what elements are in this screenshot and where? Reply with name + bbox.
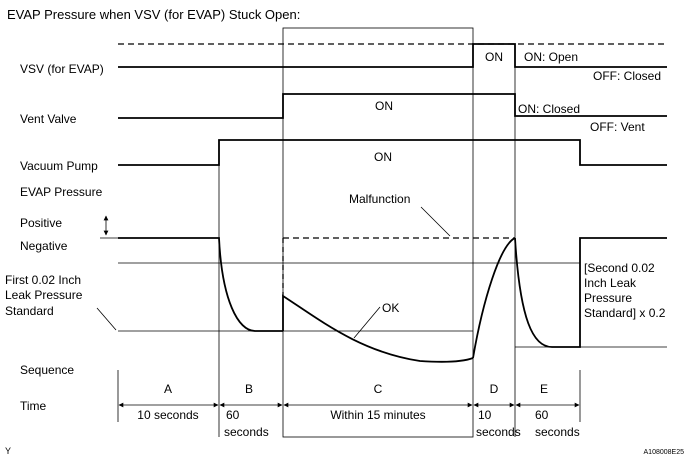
sequence-e: E [540, 382, 548, 396]
sequence-label: Sequence [20, 363, 74, 377]
sequence-b: B [245, 382, 253, 396]
second-standard-line2: Inch Leak [584, 276, 637, 290]
first-standard-pointer [96, 307, 117, 331]
first-standard-line1: First 0.02 Inch [5, 273, 81, 287]
footer-left-mark: Y [5, 446, 11, 456]
time-c: Within 15 minutes [330, 408, 425, 422]
time-e-unit: seconds [535, 425, 580, 439]
footer-figure-code: A108008E25 [644, 449, 685, 456]
time-b-unit: seconds [224, 425, 269, 439]
diagram-title: EVAP Pressure when VSV (for EVAP) Stuck … [7, 7, 300, 22]
vent-valve-signal [118, 93, 667, 119]
sequence-c: C [374, 382, 383, 396]
time-label: Time [20, 399, 47, 413]
time-e-value: 60 [535, 408, 549, 422]
evap-pressure-curve [118, 237, 667, 363]
first-standard-line2: Leak Pressure [5, 288, 83, 302]
time-d-unit: seconds [476, 425, 521, 439]
vent-valve-label: Vent Valve [20, 112, 77, 126]
time-b-value: 60 [226, 408, 240, 422]
second-standard-line3: Pressure [584, 291, 632, 305]
time-a: 10 seconds [137, 408, 198, 422]
second-standard-line4: Standard] x 0.2 [584, 306, 666, 320]
vent-closed-state: ON: Closed [518, 102, 580, 116]
vent-on-label: ON [375, 99, 393, 113]
positive-label: Positive [20, 216, 62, 230]
vsv-signal [118, 43, 667, 68]
vsv-label: VSV (for EVAP) [20, 62, 104, 76]
time-d-value: 10 [478, 408, 492, 422]
vacuum-pump-label: Vacuum Pump [20, 159, 98, 173]
ok-label: OK [382, 301, 399, 315]
sequence-a: A [164, 382, 172, 396]
vsv-on-label: ON [485, 50, 503, 64]
vent-vent-state: OFF: Vent [590, 120, 645, 134]
pump-on-label: ON [374, 150, 392, 164]
pressure-reference-lines [100, 237, 667, 348]
second-standard-line1: [Second 0.02 [584, 261, 655, 275]
evap-pressure-label: EVAP Pressure [20, 185, 103, 199]
malfunction-label: Malfunction [349, 192, 410, 206]
vacuum-pump-signal [118, 139, 667, 166]
negative-label: Negative [20, 239, 68, 253]
malfunction-pointer [420, 206, 451, 237]
ok-pointer [353, 306, 381, 339]
section-c-frame [282, 27, 474, 438]
sequence-d: D [490, 382, 499, 396]
first-standard-line3: Standard [5, 304, 54, 318]
phase-dividers [218, 44, 516, 437]
vsv-closed-state: OFF: Closed [593, 69, 661, 83]
vsv-open-state: ON: Open [524, 50, 578, 64]
